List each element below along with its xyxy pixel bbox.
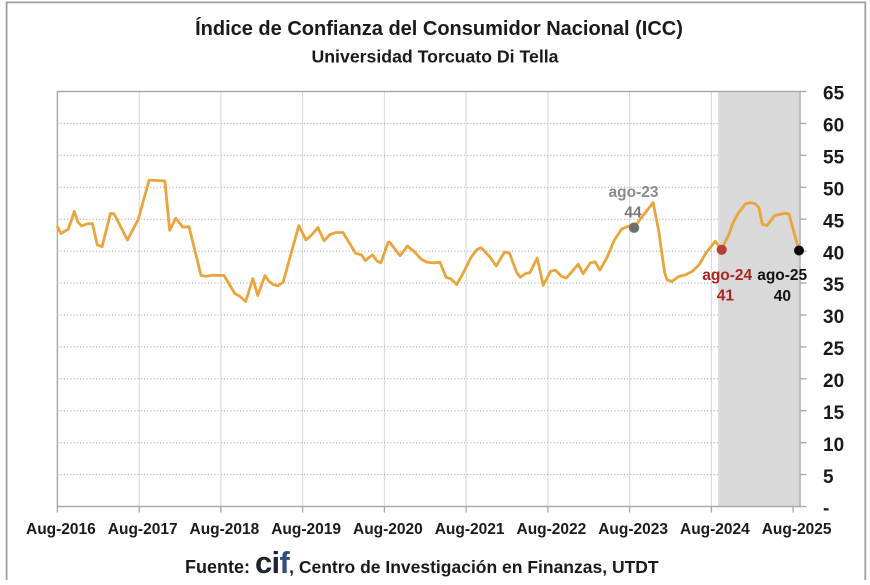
svg-text:40: 40 xyxy=(823,243,844,264)
svg-text:44: 44 xyxy=(624,205,642,222)
svg-text:20: 20 xyxy=(823,371,844,392)
svg-text:Aug-2023: Aug-2023 xyxy=(598,521,668,538)
svg-text:Aug-2022: Aug-2022 xyxy=(517,521,587,538)
svg-text:15: 15 xyxy=(823,403,845,424)
svg-text:ago-25: ago-25 xyxy=(757,267,807,284)
svg-text:ago-24: ago-24 xyxy=(702,267,752,284)
svg-text:Universidad Torcuato Di Tella: Universidad Torcuato Di Tella xyxy=(311,47,558,67)
svg-text:30: 30 xyxy=(823,307,844,328)
svg-text:60: 60 xyxy=(823,116,844,137)
svg-text:35: 35 xyxy=(823,275,845,296)
svg-text:Aug-2019: Aug-2019 xyxy=(271,521,341,538)
svg-text:40: 40 xyxy=(774,288,791,305)
svg-text:Aug-2025: Aug-2025 xyxy=(762,521,832,538)
svg-text:Aug-2021: Aug-2021 xyxy=(435,521,505,538)
svg-text:Aug-2020: Aug-2020 xyxy=(353,521,423,538)
svg-text:ago-23: ago-23 xyxy=(609,184,659,201)
svg-text:Aug-2017: Aug-2017 xyxy=(108,521,178,538)
svg-text:25: 25 xyxy=(823,339,845,360)
svg-text:-: - xyxy=(823,499,829,520)
svg-text:Aug-2024: Aug-2024 xyxy=(680,521,750,538)
svg-text:5: 5 xyxy=(823,467,834,488)
svg-text:Aug-2016: Aug-2016 xyxy=(26,521,96,538)
svg-text:Índice de Confianza del Consum: Índice de Confianza del Consumidor Nacio… xyxy=(195,17,683,40)
svg-text:55: 55 xyxy=(823,148,845,169)
svg-text:10: 10 xyxy=(823,435,844,456)
svg-text:Aug-2018: Aug-2018 xyxy=(190,521,260,538)
svg-text:65: 65 xyxy=(823,84,845,105)
svg-text:50: 50 xyxy=(823,180,844,201)
svg-text:45: 45 xyxy=(823,211,845,232)
svg-text:41: 41 xyxy=(717,287,735,304)
svg-text:Fuente: cif, Centro de Investi: Fuente: cif, Centro de Investigación en … xyxy=(185,545,659,580)
